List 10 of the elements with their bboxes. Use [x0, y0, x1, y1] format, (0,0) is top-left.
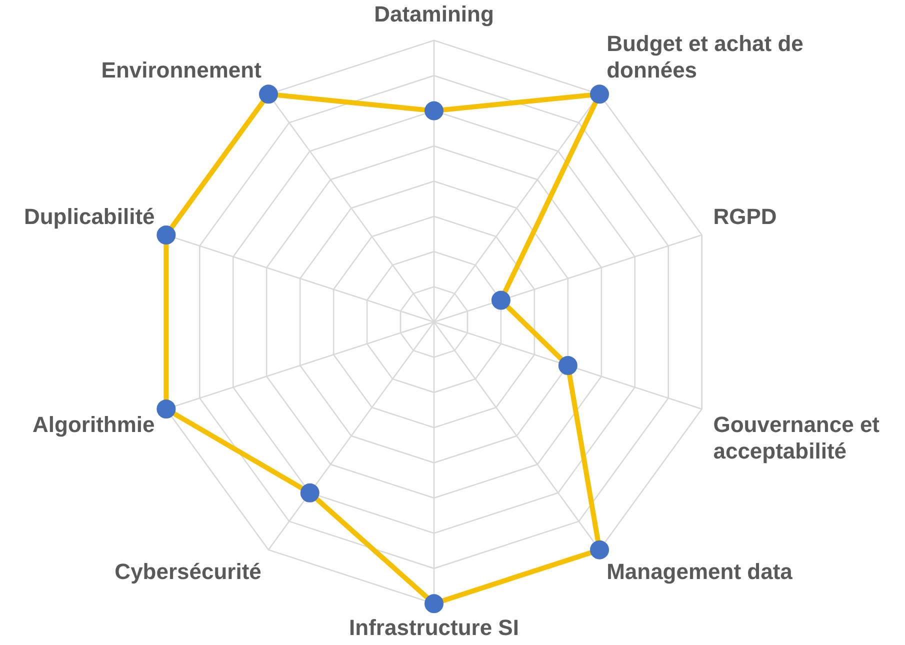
spoke-label: Budget et achat de données — [606, 30, 804, 82]
spoke-label: RGPD — [713, 204, 777, 230]
spoke-label: Duplicabilité — [24, 204, 155, 230]
spoke-label: Datamining — [374, 1, 494, 26]
spoke-label: Infrastructure SI — [349, 614, 519, 640]
spoke-label: Management data — [606, 558, 794, 584]
spoke-label: Environnement — [101, 57, 262, 82]
spoke-label: Algorithmie — [32, 412, 155, 437]
spoke-label: Cybersécurité — [114, 558, 262, 584]
spoke-label: Gouvernance et acceptabilité — [713, 412, 880, 464]
